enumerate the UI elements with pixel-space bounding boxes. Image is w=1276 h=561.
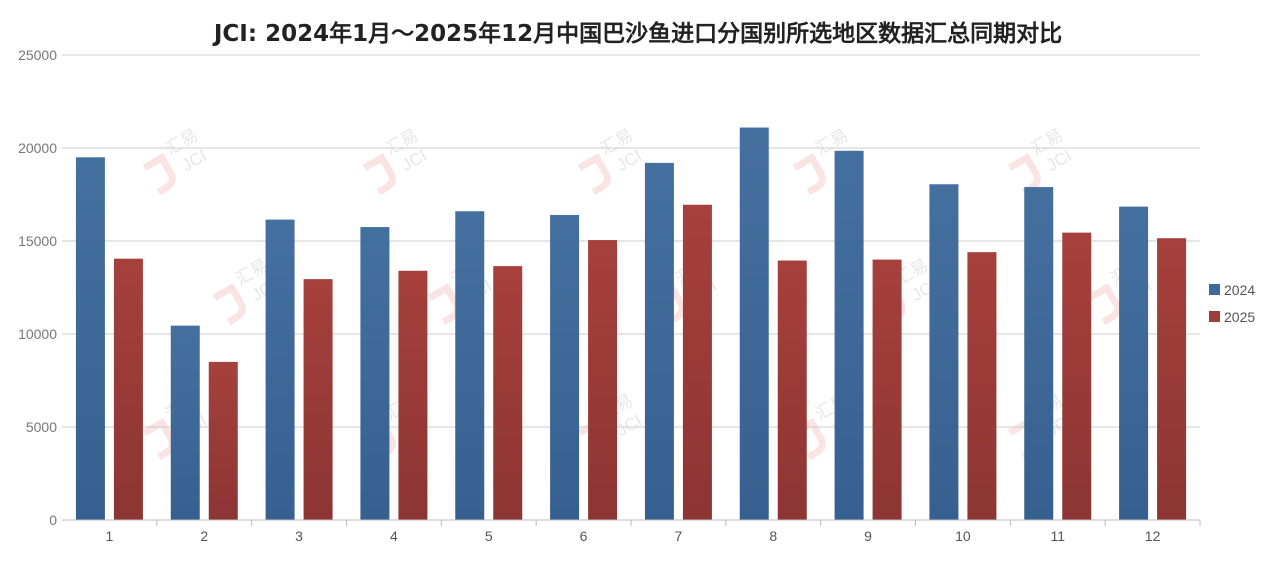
y-tick-label: 20000 (18, 140, 57, 156)
watermark-mark (792, 418, 826, 461)
y-tick-label: 0 (49, 512, 57, 528)
chart-title: JCI: 2024年1月～2025年12月中国巴沙鱼进口分国别所选地区数据汇总同… (213, 21, 1063, 47)
legend-label: 2024 (1224, 282, 1255, 298)
bar-2024-1[interactable] (75, 157, 105, 521)
legend-swatch (1209, 284, 1220, 295)
bar-2025-8[interactable] (777, 260, 807, 520)
x-tick-label: 10 (955, 528, 971, 544)
x-tick-label: 6 (580, 528, 588, 544)
watermark-mark (1007, 153, 1041, 196)
bar-2025-6[interactable] (588, 240, 618, 520)
y-tick-label: 15000 (18, 233, 57, 249)
bar-2025-1[interactable] (113, 258, 143, 520)
x-tick-label: 8 (769, 528, 777, 544)
y-tick-label: 25000 (18, 47, 57, 63)
y-tick-label: 5000 (26, 419, 57, 435)
bar-2024-12[interactable] (1119, 206, 1149, 520)
bar-2025-4[interactable] (398, 270, 428, 520)
bar-2025-12[interactable] (1157, 238, 1187, 520)
bar-2024-5[interactable] (455, 211, 485, 521)
bar-2025-9[interactable] (872, 259, 902, 520)
y-tick-label: 10000 (18, 326, 57, 342)
watermark-mark (1087, 283, 1121, 326)
x-tick-label: 7 (675, 528, 683, 544)
bar-2024-7[interactable] (644, 162, 674, 520)
bar-2025-10[interactable] (967, 252, 997, 520)
bar-2024-10[interactable] (929, 184, 959, 520)
x-tick-label: 2 (200, 528, 208, 544)
legend-item-2025[interactable]: 2025 (1209, 309, 1255, 325)
gridlines (62, 54, 1200, 428)
watermark-mark (212, 283, 246, 326)
bar-2025-11[interactable] (1062, 232, 1092, 520)
bar-2024-3[interactable] (265, 219, 295, 521)
bar-2024-2[interactable] (170, 325, 200, 520)
x-tick-label: 4 (390, 528, 398, 544)
bar-2025-5[interactable] (493, 266, 523, 520)
bars-layer (75, 127, 1187, 521)
watermark-mark (577, 153, 611, 196)
watermark-mark (792, 153, 826, 196)
x-tick-label: 1 (106, 528, 114, 544)
bar-2024-8[interactable] (739, 127, 769, 520)
bar-2024-4[interactable] (360, 227, 390, 521)
watermark-mark (142, 153, 176, 196)
x-tick-label: 12 (1145, 528, 1161, 544)
x-tick-label: 3 (295, 528, 303, 544)
x-tick-label: 11 (1050, 528, 1065, 544)
watermark-mark (652, 283, 686, 326)
legend-swatch (1209, 311, 1220, 322)
bar-2025-3[interactable] (303, 279, 333, 520)
bar-2024-9[interactable] (834, 150, 864, 521)
x-tick-label: 5 (485, 528, 493, 544)
legend: 2024 2025 (1209, 282, 1255, 325)
bar-2024-11[interactable] (1024, 187, 1054, 520)
legend-label: 2025 (1224, 309, 1255, 325)
bar-2024-6[interactable] (550, 214, 580, 520)
bar-2025-7[interactable] (682, 204, 712, 521)
watermark-mark (362, 153, 396, 196)
legend-item-2024[interactable]: 2024 (1209, 282, 1255, 298)
x-tick-label: 9 (864, 528, 872, 544)
bar-2025-2[interactable] (208, 361, 238, 520)
